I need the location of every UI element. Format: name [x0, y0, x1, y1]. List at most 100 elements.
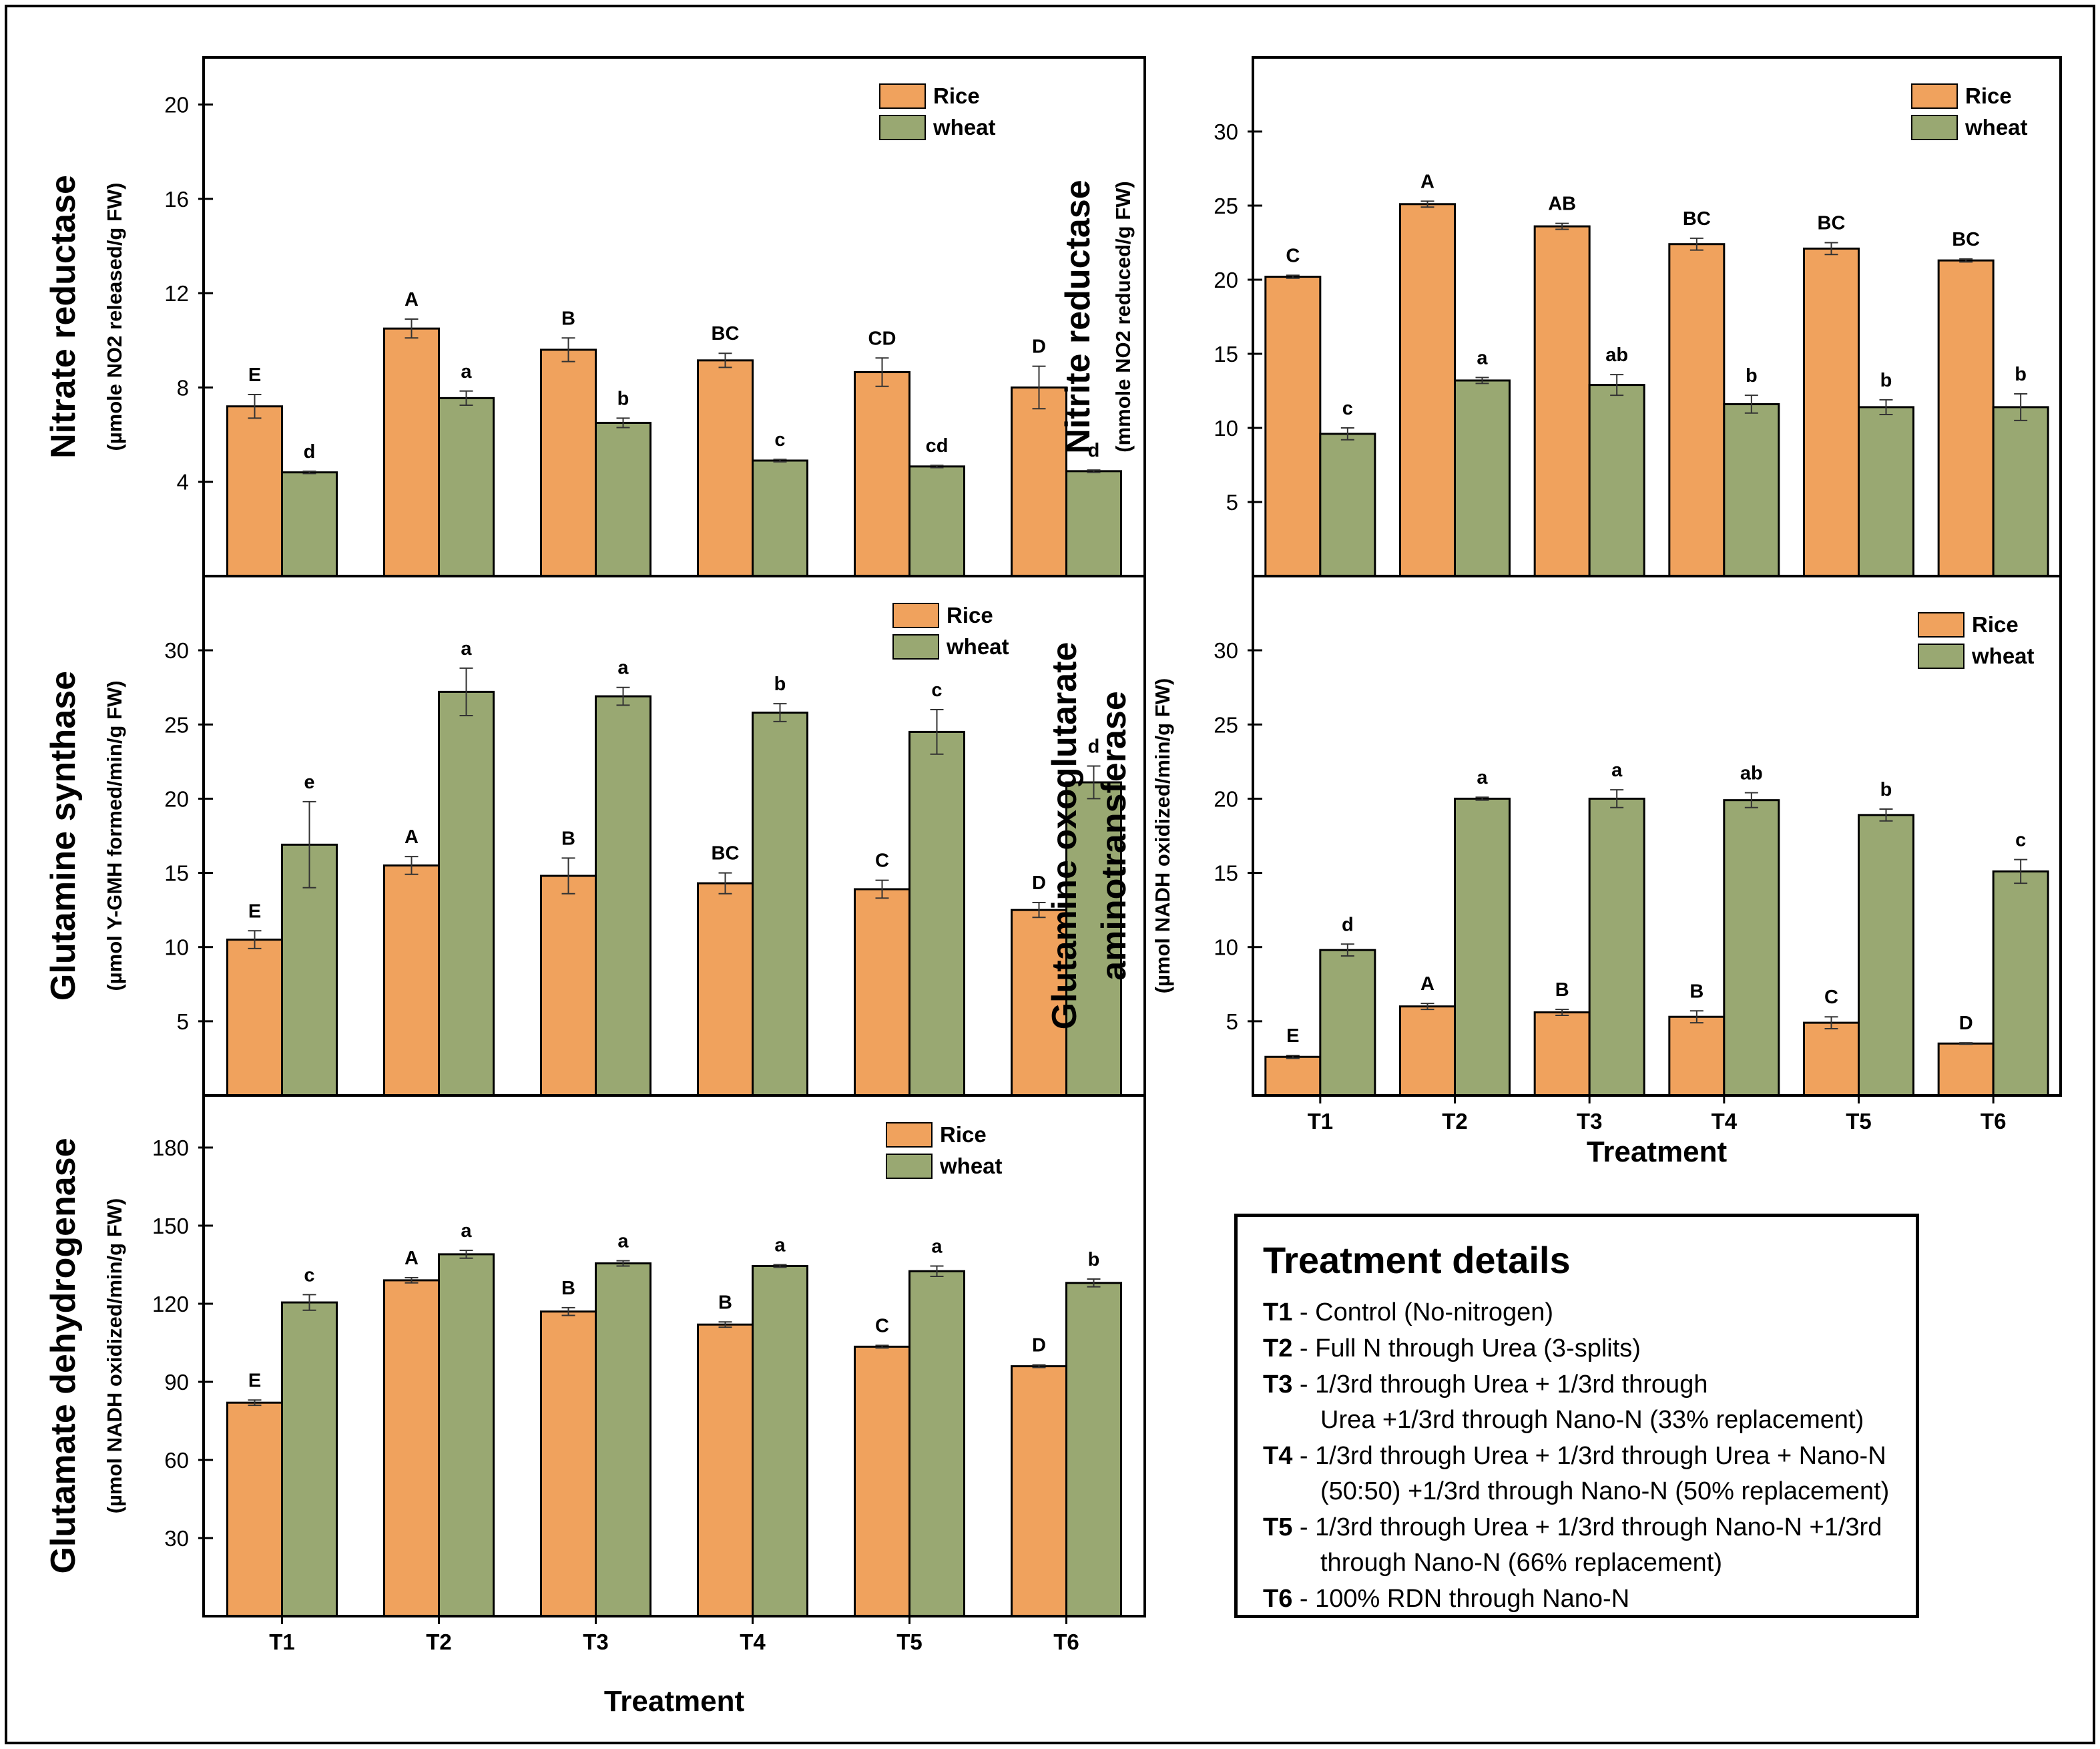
significance-letter: A	[405, 289, 419, 310]
significance-letter: b	[1880, 779, 1892, 800]
significance-letter: BC	[712, 323, 740, 344]
wheat-bar-T5	[908, 465, 965, 577]
rice-bar-T1	[1264, 1055, 1322, 1097]
chart-nitrite-reductase: C A AB BC BC BC c a ab b b b 5 10 15 20 25 30 Nitrite redu…	[1059, 56, 2062, 577]
y-tick-label: 10	[1214, 935, 1238, 960]
panel-title: Glutamate dehydrogenase	[44, 1138, 83, 1573]
x-tick-label: T6	[1053, 1630, 1079, 1654]
wheat-bar-T4	[752, 459, 808, 577]
significance-letter: B	[561, 1278, 575, 1299]
panel-title-line-1: Glutamine oxoglutarate	[1045, 642, 1084, 1030]
y-tick-label: 4	[177, 470, 189, 495]
wheat-bar-T2	[438, 1253, 495, 1617]
legend-label-rice: Rice	[933, 83, 980, 108]
y-tick-label: 30	[1214, 119, 1238, 144]
significance-letter: E	[248, 1370, 261, 1391]
legend-swatch-rice	[879, 83, 926, 109]
x-tick-label: T1	[1308, 1109, 1334, 1134]
y-tick-label: 30	[1214, 638, 1238, 663]
rice-bar-T2	[1399, 1005, 1456, 1097]
rice-bar-T3	[540, 1310, 597, 1617]
wheat-bar-T4	[1723, 403, 1780, 577]
x-tick-label: T2	[426, 1630, 452, 1654]
significance-letter: c	[304, 1264, 314, 1286]
wheat-bar-T5	[908, 730, 965, 1097]
rice-bar-T4	[697, 1323, 754, 1617]
x-axis-title: Treatment	[1587, 1136, 1728, 1168]
y-tick-label: 5	[1226, 490, 1238, 515]
wheat-bar-T1	[281, 471, 338, 577]
rice-bar-T4	[697, 882, 754, 1097]
y-tick-label: 15	[164, 861, 189, 886]
significance-letter: c	[1342, 398, 1353, 419]
significance-letter: ab	[1605, 344, 1628, 366]
y-tick-label: 16	[164, 187, 189, 212]
significance-letter: E	[248, 364, 261, 386]
significance-letter: ab	[1740, 763, 1763, 784]
rice-bar-T4	[697, 359, 754, 577]
significance-letter: BC	[712, 843, 740, 864]
significance-letter: E	[248, 901, 261, 922]
rice-bar-T5	[854, 888, 910, 1097]
legend-label-wheat: wheat	[1971, 644, 2035, 668]
rice-bar-T4	[1668, 243, 1726, 577]
y-tick-label: 15	[1214, 342, 1238, 366]
significance-letter: d	[1088, 440, 1100, 461]
significance-letter: AB	[1548, 194, 1576, 215]
panel-y-unit: (mmole NO2 reduced/g FW)	[1111, 181, 1135, 452]
legend-label-rice: Rice	[1965, 83, 2012, 108]
y-tick-label: 12	[164, 281, 189, 306]
chart-glutamine-synthase: E A B BC C De a a b c d 5 10 15 20 25 30 Glutamine syntha…	[44, 575, 1146, 1097]
wheat-bar-T5	[1858, 406, 1914, 577]
legend-label-wheat: wheat	[933, 115, 996, 140]
wheat-bar-T4	[752, 1264, 808, 1617]
significance-letter: b	[617, 388, 629, 409]
significance-letter: D	[1032, 336, 1046, 358]
significance-letter: a	[617, 658, 629, 679]
significance-letter: b	[2015, 364, 2027, 385]
wheat-bar-T6	[1065, 470, 1122, 577]
rice-bar-T6	[1937, 1042, 1995, 1097]
legend-swatch-wheat	[879, 115, 926, 140]
significance-letter: a	[1477, 348, 1488, 369]
x-tick-label: T6	[1981, 1109, 2007, 1134]
wheat-bar-T3	[595, 421, 651, 577]
treatment-line-text: - Full N through Urea (3-splits)	[1292, 1334, 1641, 1362]
significance-letter: B	[1555, 979, 1569, 1001]
y-tick-label: 150	[152, 1214, 189, 1238]
chart-gogat: E A B B C Dd a a ab b c 5 10 15 20 25 30 T1 T2 T3 T4 T5 T6 Trea…	[1045, 575, 2062, 1168]
wheat-bar-T2	[1454, 797, 1511, 1097]
wheat-bar-T4	[752, 712, 808, 1097]
y-tick-label: 30	[164, 1526, 189, 1551]
significance-letter: c	[774, 429, 785, 451]
significance-letter: C	[875, 850, 889, 872]
x-tick-label: T2	[1442, 1109, 1468, 1134]
y-tick-label: 180	[152, 1136, 189, 1160]
significance-letter: c	[2015, 830, 2026, 851]
x-tick-label: T4	[1712, 1109, 1738, 1134]
treatment-line-t5-cont: through Nano-N (66% replacement)	[1320, 1549, 1722, 1577]
wheat-bar-T3	[595, 695, 651, 1097]
significance-letter: A	[1420, 171, 1434, 192]
wheat-bar-T2	[438, 397, 495, 577]
significance-letter: a	[931, 1236, 943, 1257]
legend-swatch-wheat	[892, 634, 939, 660]
rice-bar-T5	[854, 370, 910, 577]
wheat-bar-T1	[1319, 949, 1376, 1097]
legend-swatch-rice	[892, 603, 939, 628]
legend-label-wheat: wheat	[939, 1154, 1003, 1178]
plot-frame	[1252, 575, 2062, 1097]
panel-y-unit: (µmol NADH oxidized/min/g FW)	[1151, 678, 1174, 994]
panel-title-line-2: aminotransferase	[1095, 691, 1133, 981]
x-tick-label: T4	[740, 1630, 766, 1654]
significance-letter: b	[1880, 370, 1892, 391]
wheat-bar-T5	[908, 1270, 965, 1617]
significance-letter: BC	[1952, 229, 1980, 250]
plot-frame	[202, 1094, 1146, 1617]
significance-letter: CD	[868, 328, 896, 349]
treatment-line-t6: T6 - 100% RDN through Nano-N	[1263, 1585, 1629, 1613]
significance-letter: d	[304, 441, 316, 463]
y-tick-label: 20	[164, 786, 189, 811]
treatment-line-label: T4	[1263, 1442, 1293, 1470]
rice-bar-T3	[1533, 225, 1591, 577]
